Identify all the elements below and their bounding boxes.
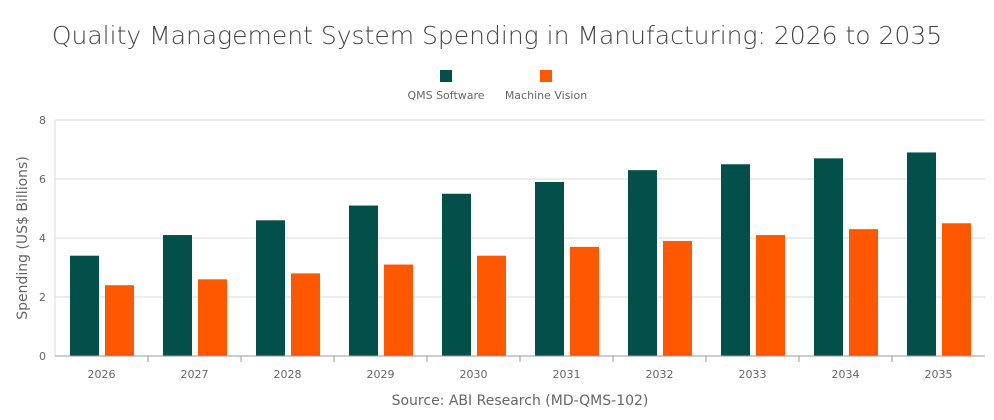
bar-machine-vision[interactable] (198, 279, 227, 356)
bar-machine-vision[interactable] (663, 240, 692, 356)
bar-qms-software[interactable] (907, 152, 936, 356)
bar-qms-software[interactable] (442, 193, 471, 356)
legend-swatch (440, 70, 452, 82)
source-note: Source: ABI Research (MD-QMS-102) (392, 393, 649, 409)
x-tick-label: 2035 (925, 368, 953, 381)
bar-machine-vision[interactable] (849, 229, 878, 356)
legend: QMS Software Machine Vision (407, 70, 587, 102)
bar-machine-vision[interactable] (477, 255, 506, 356)
bar-machine-vision[interactable] (384, 264, 413, 356)
x-tick-label: 2027 (181, 368, 209, 381)
bar-qms-software[interactable] (814, 158, 843, 356)
x-tick-label: 2028 (274, 368, 302, 381)
x-tick-label: 2026 (88, 368, 116, 381)
bar-qms-software[interactable] (628, 170, 657, 356)
bar-machine-vision[interactable] (756, 235, 785, 356)
y-tick-label: 0 (39, 350, 46, 363)
x-tick-label: 2032 (646, 368, 674, 381)
y-axis-label: Spending (US$ Billions) (15, 156, 31, 320)
bar-machine-vision[interactable] (291, 273, 320, 356)
legend-swatch (540, 70, 552, 82)
legend-label[interactable]: Machine Vision (505, 89, 587, 102)
x-tick-label: 2031 (553, 368, 581, 381)
bar-qms-software[interactable] (349, 205, 378, 356)
y-tick-label: 8 (39, 114, 46, 127)
x-tick-label: 2029 (367, 368, 395, 381)
bar-qms-software[interactable] (70, 255, 99, 356)
x-tick-label: 2030 (460, 368, 488, 381)
y-tick-label: 4 (39, 232, 46, 245)
y-tick-label: 2 (39, 291, 46, 304)
bar-qms-software[interactable] (163, 235, 192, 356)
y-tick-label: 6 (39, 173, 46, 186)
chart-title: Quality Management System Spending in Ma… (52, 21, 942, 50)
bar-qms-software[interactable] (721, 164, 750, 356)
legend-label[interactable]: QMS Software (407, 89, 484, 102)
bar-machine-vision[interactable] (570, 246, 599, 356)
x-tick-label: 2033 (739, 368, 767, 381)
bar-qms-software[interactable] (256, 220, 285, 356)
bar-machine-vision[interactable] (942, 223, 971, 356)
bar-qms-software[interactable] (535, 181, 564, 356)
x-tick-label: 2034 (832, 368, 860, 381)
bar-machine-vision[interactable] (105, 285, 134, 356)
